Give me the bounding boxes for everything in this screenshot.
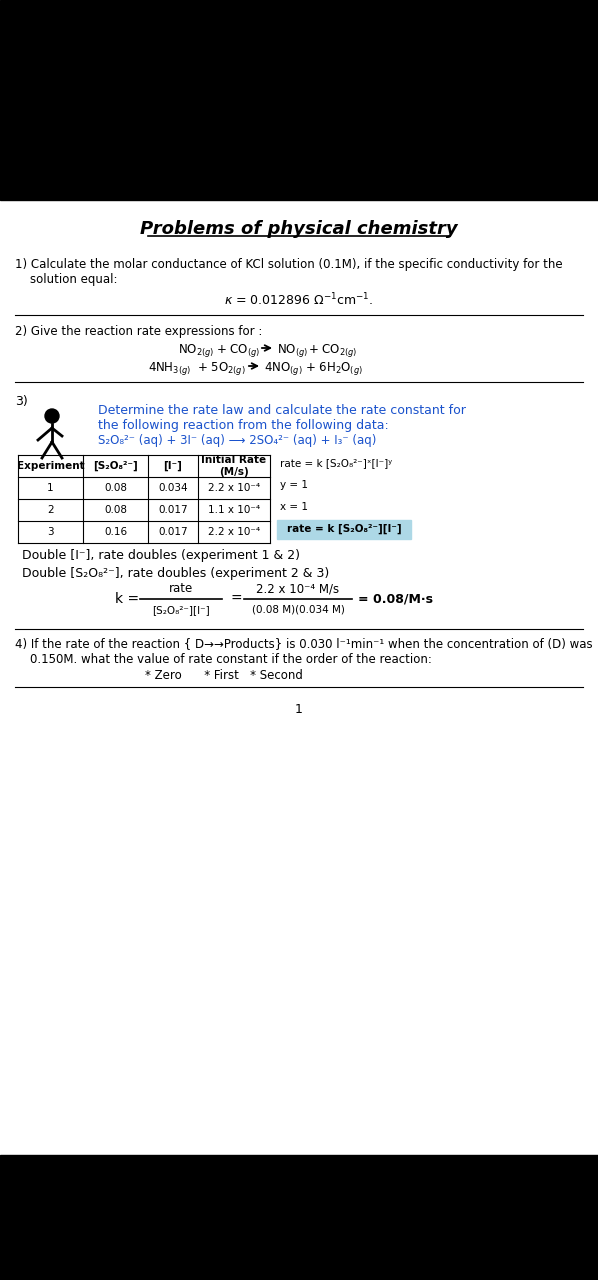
Text: + CO$_{2(g)}$: + CO$_{2(g)}$ [308, 342, 358, 358]
Text: Double [I⁻], rate doubles (experiment 1 & 2): Double [I⁻], rate doubles (experiment 1 … [22, 549, 300, 562]
Text: 1.1 x 10⁻⁴: 1.1 x 10⁻⁴ [208, 506, 260, 515]
Text: 1: 1 [47, 483, 54, 493]
Text: the following reaction from the following data:: the following reaction from the followin… [98, 419, 389, 431]
Text: [S₂O₈²⁻]: [S₂O₈²⁻] [93, 461, 138, 471]
Bar [0, 0, 598, 200]
Text: 0.017: 0.017 [158, 506, 188, 515]
Text: x = 1: x = 1 [280, 502, 308, 512]
Text: 4NO$_{(g)}$: 4NO$_{(g)}$ [264, 360, 303, 378]
Text: [I⁻]: [I⁻] [164, 461, 182, 471]
Text: 4) If the rate of the reaction { D→→Products} is 0.030 l⁻¹min⁻¹ when the concent: 4) If the rate of the reaction { D→→Prod… [15, 637, 593, 650]
Text: y = 1: y = 1 [280, 480, 308, 490]
Text: 0.034: 0.034 [158, 483, 188, 493]
FancyBboxPatch shape [277, 520, 411, 539]
Text: 2.2 x 10⁻⁴: 2.2 x 10⁻⁴ [208, 483, 260, 493]
Text: + 5O$_{2(g)}$: + 5O$_{2(g)}$ [197, 360, 246, 378]
Text: solution equal:: solution equal: [30, 273, 117, 285]
Text: 2: 2 [47, 506, 54, 515]
Text: NO$_{(g)}$: NO$_{(g)}$ [277, 342, 308, 358]
Bar [0, 1155, 598, 1280]
Text: 0.150M. what the value of rate constant if the order of the reaction:: 0.150M. what the value of rate constant … [30, 653, 432, 666]
Text: Determine the rate law and calculate the rate constant for: Determine the rate law and calculate the… [98, 404, 466, 417]
Text: Experiment: Experiment [17, 461, 84, 471]
Text: * Zero      * First   * Second: * Zero * First * Second [145, 669, 303, 682]
Text: 4NH$_{3(g)}$: 4NH$_{3(g)}$ [148, 360, 191, 378]
Text: 2) Give the reaction rate expressions for :: 2) Give the reaction rate expressions fo… [15, 325, 263, 338]
Text: rate = k [S₂O₈²⁻]ˣ[I⁻]ʸ: rate = k [S₂O₈²⁻]ˣ[I⁻]ʸ [280, 458, 392, 468]
Text: $\kappa$ = 0.012896 $\Omega^{-1}$cm$^{-1}$.: $\kappa$ = 0.012896 $\Omega^{-1}$cm$^{-1… [224, 292, 374, 308]
Text: =: = [231, 591, 243, 605]
Text: 0.017: 0.017 [158, 527, 188, 538]
Text: = 0.08/M·s: = 0.08/M·s [358, 593, 433, 605]
Text: 1: 1 [295, 703, 303, 716]
Text: + 6H$_2$O$_{(g)}$: + 6H$_2$O$_{(g)}$ [305, 360, 363, 378]
Text: rate: rate [169, 582, 193, 595]
Circle shape [45, 410, 59, 422]
Text: 1) Calculate the molar conductance of KCl solution (0.1M), if the specific condu: 1) Calculate the molar conductance of KC… [15, 259, 563, 271]
Text: 2.2 x 10⁻⁴: 2.2 x 10⁻⁴ [208, 527, 260, 538]
Text: Problems of physical chemistry: Problems of physical chemistry [140, 220, 458, 238]
Text: S₂O₈²⁻ (aq) + 3I⁻ (aq) ⟶ 2SO₄²⁻ (aq) + I₃⁻ (aq): S₂O₈²⁻ (aq) + 3I⁻ (aq) ⟶ 2SO₄²⁻ (aq) + I… [98, 434, 376, 447]
Text: 0.16: 0.16 [104, 527, 127, 538]
Text: 0.08: 0.08 [104, 506, 127, 515]
Text: 2.2 x 10⁻⁴ M/s: 2.2 x 10⁻⁴ M/s [257, 582, 340, 595]
Text: + CO$_{(g)}$: + CO$_{(g)}$ [216, 342, 260, 358]
Text: 3): 3) [15, 396, 28, 408]
Text: (0.08 M)(0.034 M): (0.08 M)(0.034 M) [252, 605, 344, 614]
Text: NO$_{2(g)}$: NO$_{2(g)}$ [178, 342, 214, 358]
Text: rate = k [S₂O₈²⁻][I⁻]: rate = k [S₂O₈²⁻][I⁻] [286, 524, 401, 534]
Text: [S₂O₈²⁻][I⁻]: [S₂O₈²⁻][I⁻] [152, 605, 210, 614]
Text: Initial Rate
(M/s): Initial Rate (M/s) [202, 456, 267, 476]
Text: 0.08: 0.08 [104, 483, 127, 493]
Text: k =: k = [115, 591, 139, 605]
Text: Double [S₂O₈²⁻], rate doubles (experiment 2 & 3): Double [S₂O₈²⁻], rate doubles (experimen… [22, 567, 329, 580]
Text: 3: 3 [47, 527, 54, 538]
